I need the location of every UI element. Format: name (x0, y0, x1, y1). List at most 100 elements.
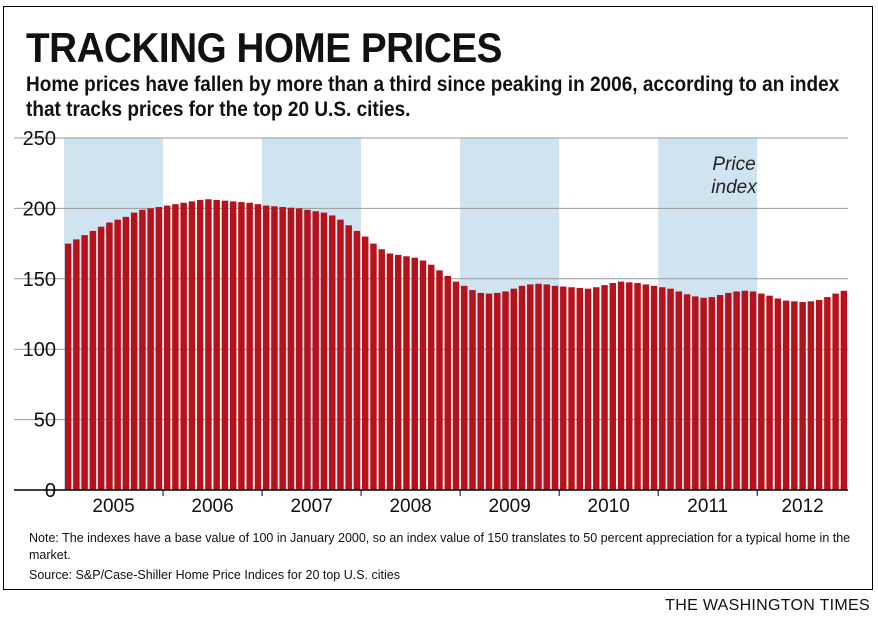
bar (386, 253, 394, 490)
bar (73, 239, 80, 490)
bar (485, 293, 493, 490)
series-label-line: index (711, 177, 758, 198)
bar (824, 297, 831, 490)
bar (155, 206, 163, 490)
bar (196, 199, 204, 490)
bar (733, 291, 740, 490)
x-tick-label: 2010 (588, 496, 630, 517)
bar (626, 282, 633, 490)
bar (64, 243, 72, 490)
bar (106, 222, 113, 491)
bar (560, 286, 567, 490)
y-tick-label: 0 (45, 480, 56, 502)
bar (163, 205, 171, 491)
x-tick-label: 2012 (781, 496, 823, 517)
bar (419, 260, 427, 490)
x-tick-label: 2008 (389, 496, 431, 517)
bar (139, 209, 146, 491)
bar (188, 201, 196, 491)
bar (246, 202, 253, 490)
bar (807, 301, 815, 490)
bar (370, 243, 377, 490)
bar (799, 302, 806, 490)
bar (205, 199, 212, 491)
bar (741, 290, 749, 490)
bar (97, 226, 105, 491)
bar (477, 292, 484, 490)
bar (436, 270, 443, 490)
bar (584, 288, 592, 490)
bar (551, 285, 559, 490)
bar (700, 297, 707, 490)
bar (238, 202, 245, 490)
bar (617, 281, 625, 490)
bar (543, 284, 551, 490)
bar (692, 296, 699, 490)
bars (64, 199, 848, 491)
x-tick-label: 2006 (191, 496, 233, 517)
bar (378, 249, 385, 490)
chart-note: Note: The indexes have a base value of 1… (29, 531, 851, 562)
bar (667, 288, 674, 490)
bar (271, 206, 278, 490)
bar (295, 208, 303, 490)
bar (130, 212, 138, 490)
bar (114, 219, 121, 490)
year-band-2007 (262, 138, 362, 490)
bar (601, 285, 608, 490)
bar (444, 275, 451, 490)
y-tick-label: 250 (23, 128, 56, 150)
bar (411, 257, 418, 490)
bar (469, 290, 476, 490)
bar (708, 297, 716, 490)
chart-subtitle: Home prices have fallen by more than a t… (26, 73, 840, 121)
chart-source: Source: S&P/Case-Shiller Home Price Indi… (29, 568, 400, 582)
x-tick-label: 2007 (290, 496, 332, 517)
bar (89, 230, 97, 491)
bar (725, 292, 732, 490)
bar (576, 287, 584, 490)
bar (213, 199, 220, 490)
bar (395, 254, 402, 490)
bar (774, 298, 782, 490)
bar (815, 299, 823, 490)
bar (287, 207, 295, 491)
bar (353, 230, 361, 491)
bar (683, 294, 691, 490)
bar (782, 300, 790, 490)
year-band-2009 (460, 138, 560, 490)
y-tick-label: 50 (34, 410, 56, 432)
x-tick-label: 2011 (687, 496, 728, 517)
bar (147, 208, 154, 490)
bar (527, 284, 534, 490)
bar (262, 205, 270, 491)
bar (609, 283, 617, 490)
bar (675, 291, 683, 490)
bar (716, 294, 724, 490)
y-tick-label: 150 (23, 269, 56, 291)
series-label-line: Price (712, 154, 755, 175)
bar (634, 283, 641, 490)
bar (650, 285, 658, 490)
bar (279, 206, 286, 490)
bar (361, 236, 369, 490)
bar (510, 288, 517, 490)
bar (452, 281, 460, 490)
bar (345, 225, 352, 490)
bar (659, 287, 666, 490)
year-band-2011 (658, 138, 758, 490)
year-shading (64, 138, 758, 490)
bar (403, 256, 410, 490)
bar (535, 283, 542, 490)
bar (593, 287, 600, 490)
bar (758, 293, 765, 490)
bar (428, 264, 435, 490)
bar (337, 219, 344, 490)
bar (312, 211, 319, 490)
axes: 0 50 100 150 200 250 2005 2006 2007 2008 2009 2010 2… (14, 128, 848, 517)
bar (568, 287, 575, 490)
bar (229, 201, 237, 491)
bar (494, 292, 501, 490)
bar (254, 204, 262, 490)
